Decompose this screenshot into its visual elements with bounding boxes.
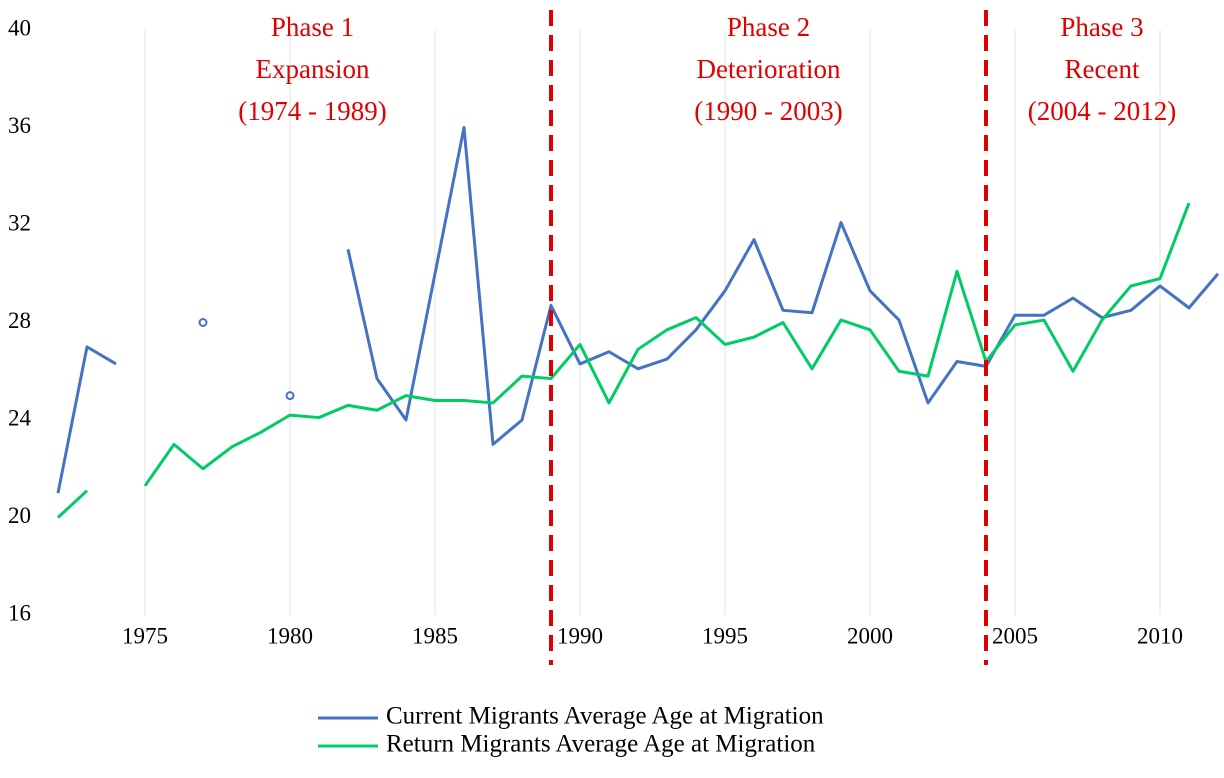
series-line xyxy=(56,345,117,494)
phase-annotation: Expansion xyxy=(256,54,370,84)
x-tick-label: 2005 xyxy=(992,623,1038,648)
phase-annotation: Phase 1 xyxy=(271,12,354,42)
y-tick-label: 28 xyxy=(8,308,31,333)
x-tick-label: 1985 xyxy=(412,623,458,648)
phase-annotation: (2004 - 2012) xyxy=(1028,96,1176,126)
series-line xyxy=(143,202,1191,487)
y-tick-label: 32 xyxy=(8,210,31,235)
point-marker xyxy=(198,318,208,327)
x-tick-label: 1975 xyxy=(122,623,168,648)
y-tick-label: 24 xyxy=(8,405,32,430)
x-tick-label: 2000 xyxy=(847,623,893,648)
phase-annotation: (1974 - 1989) xyxy=(238,96,386,126)
x-tick-label: 1990 xyxy=(557,623,603,648)
phase-annotation: Phase 2 xyxy=(727,12,810,42)
y-tick-label: 16 xyxy=(8,600,31,625)
phase-annotation: Phase 3 xyxy=(1060,12,1143,42)
phase-annotation: Deterioration xyxy=(697,54,841,84)
x-tick-label: 1995 xyxy=(702,623,748,648)
y-tick-label: 36 xyxy=(8,113,31,138)
phase-annotation: (1990 - 2003) xyxy=(694,96,842,126)
phase-annotation: Recent xyxy=(1065,54,1140,84)
y-tick-label: 40 xyxy=(8,15,31,40)
legend-label: Return Migrants Average Age at Migration xyxy=(386,731,816,758)
x-tick-label: 1980 xyxy=(267,623,313,648)
y-tick-label: 20 xyxy=(8,503,31,528)
series-line xyxy=(56,489,89,519)
series-line xyxy=(346,126,1220,446)
x-tick-label: 2010 xyxy=(1137,623,1183,648)
point-marker xyxy=(285,391,295,401)
legend-label: Current Migrants Average Age at Migratio… xyxy=(386,703,824,730)
